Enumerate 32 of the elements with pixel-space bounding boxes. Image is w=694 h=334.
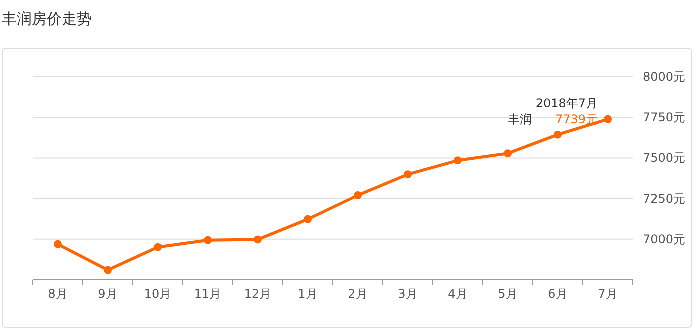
point: [304, 215, 312, 224]
x-tick-label: 11月: [194, 287, 222, 301]
x-tick-label: 1月: [298, 287, 318, 301]
point: [204, 236, 212, 244]
y-tick-label: 7250元: [643, 192, 686, 206]
x-tick-label: 6月: [548, 287, 568, 301]
point: [354, 192, 362, 200]
point: [254, 236, 262, 244]
point: [54, 240, 62, 248]
y-tick-label: 7750元: [643, 110, 686, 125]
chart-title: 丰润房价走势: [2, 10, 92, 28]
x-tick-label: 12月: [244, 287, 272, 301]
y-tick-label: 8000元: [643, 70, 686, 84]
point: [404, 170, 412, 179]
point: [554, 130, 562, 139]
point: [454, 156, 462, 165]
x-tick-label: 4月: [448, 287, 468, 301]
x-tick-label: 8月: [48, 287, 68, 301]
y-tick-label: 7000元: [643, 232, 686, 246]
x-tick-label: 5月: [498, 287, 518, 301]
x-tick-label: 7月: [598, 287, 618, 301]
x-tick-label: 2月: [348, 287, 368, 301]
series-label: 丰润: [508, 112, 532, 126]
annotation: 2018年7月: [536, 96, 598, 110]
x-tick-label: 9月: [98, 287, 118, 301]
point: [604, 115, 612, 124]
y-tick-label: 7500元: [643, 151, 686, 166]
point: [154, 243, 162, 252]
x-tick-label: 10月: [144, 287, 172, 301]
point: [104, 266, 112, 274]
point: [504, 150, 512, 158]
x-tick-label: 3月: [398, 287, 418, 301]
